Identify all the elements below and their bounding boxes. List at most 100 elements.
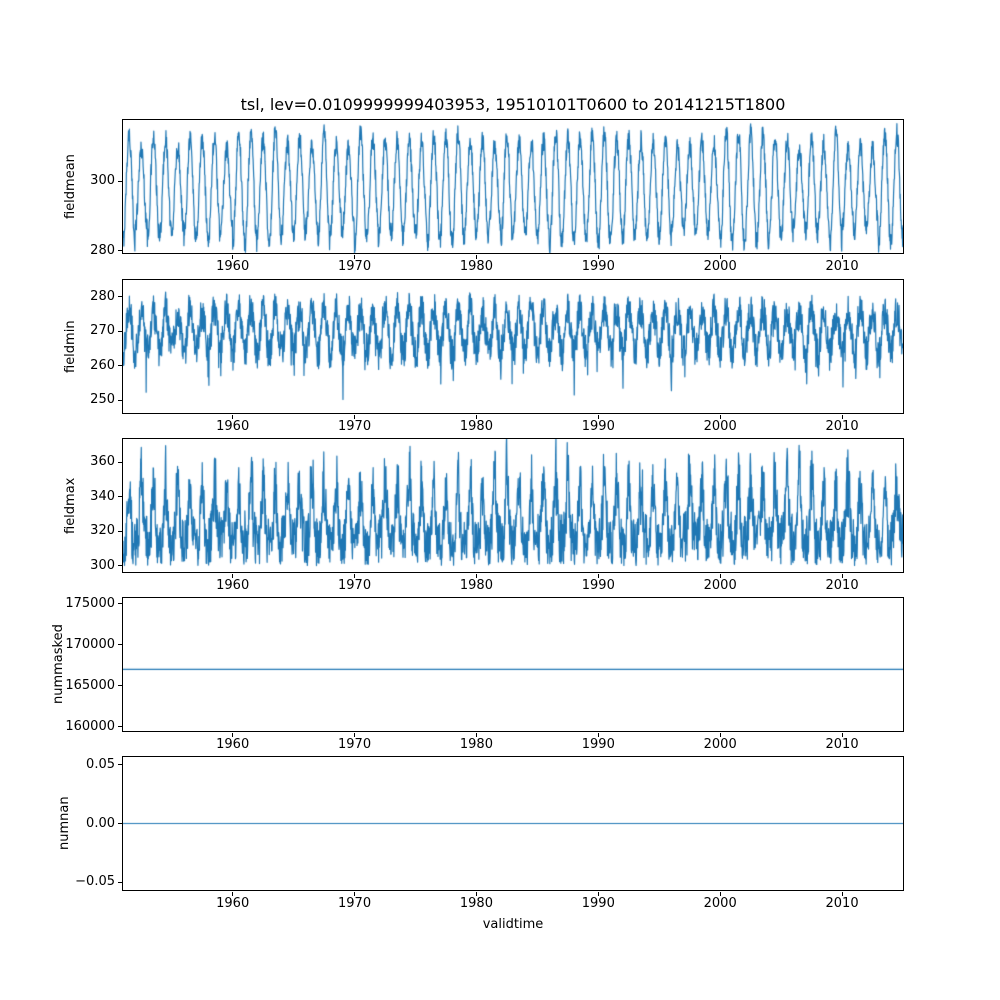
x-tick (354, 892, 356, 896)
y-tick-label: −0.05 (75, 874, 115, 890)
subplot-fieldmean: fieldmean 280 300 1960 1970 1980 1990 2000 2010 (63, 119, 904, 274)
x-tick-label: 1970 (338, 578, 372, 593)
x-tick-label: 1970 (338, 419, 372, 434)
x-tick (475, 733, 477, 737)
y-tick (118, 823, 122, 824)
y-tick-label: 360 (90, 454, 115, 470)
x-tick (597, 574, 599, 578)
y-tick-label: 280 (90, 288, 115, 304)
y-tick (118, 764, 122, 766)
ylabel-numnan: numnan (57, 796, 72, 851)
y-tick (118, 399, 122, 401)
x-tick (841, 415, 843, 419)
x-tick-label: 2000 (703, 578, 737, 593)
x-tick-label: 1960 (216, 896, 250, 911)
x-tick (354, 733, 356, 737)
x-tick-label: 2010 (825, 259, 859, 274)
y-tick-label: 160000 (65, 718, 115, 734)
x-tick (597, 415, 599, 419)
x-tick-label: 1990 (581, 419, 615, 434)
ylabel-fieldmin: fieldmin (63, 320, 78, 373)
x-tick-label: 2010 (825, 419, 859, 434)
x-tick (719, 415, 721, 419)
y-tick-label: 340 (90, 488, 115, 504)
x-tick (232, 415, 234, 419)
x-tick (841, 733, 843, 737)
x-tick (597, 255, 599, 259)
y-tick (118, 365, 122, 367)
x-tick-label: 1980 (459, 419, 493, 434)
x-tick (232, 733, 234, 737)
y-tick-label: 280 (90, 242, 115, 258)
x-tick (354, 415, 356, 419)
x-tick-label: 1990 (581, 737, 615, 752)
x-tick-label: 1990 (581, 259, 615, 274)
ylabel-nummasked: nummasked (51, 624, 66, 705)
x-tick (719, 255, 721, 259)
y-tick (118, 250, 122, 252)
x-tick (354, 574, 356, 578)
y-tick-label: 300 (90, 557, 115, 573)
y-tick (118, 330, 122, 332)
x-tick (719, 574, 721, 578)
x-tick-label: 1960 (216, 419, 250, 434)
x-tick-label: 1970 (338, 259, 372, 274)
x-tick-label: 2010 (825, 737, 859, 752)
plot-area-fieldmean (122, 119, 904, 254)
x-tick (232, 892, 234, 896)
y-tick (118, 726, 122, 728)
x-tick-label: 1960 (216, 737, 250, 752)
x-tick-label: 1990 (581, 896, 615, 911)
x-tick-label: 1980 (459, 578, 493, 593)
y-tick-label: 165000 (65, 677, 115, 693)
x-tick (232, 255, 234, 259)
subplot-nummasked: nummasked 160000 165000 170000 175000 1960 19… (51, 596, 904, 752)
subplot-numnan: numnan −0.05 0.00 0.05 1960 1970 1980 1990 2000… (57, 756, 904, 911)
x-tick (475, 255, 477, 259)
x-tick (354, 255, 356, 259)
y-tick (118, 644, 122, 646)
y-tick (118, 496, 122, 498)
x-tick (841, 574, 843, 578)
plot-area-nummasked (122, 597, 904, 732)
x-tick-label: 1970 (338, 737, 372, 752)
x-tick (719, 892, 721, 896)
y-tick (118, 461, 122, 463)
y-tick-label: 0.00 (86, 815, 115, 831)
x-tick-label: 1990 (581, 578, 615, 593)
x-tick-label: 2000 (703, 419, 737, 434)
y-tick (118, 296, 122, 298)
plot-area-numnan (122, 756, 904, 891)
x-tick-label: 2000 (703, 737, 737, 752)
x-tick (475, 574, 477, 578)
x-tick-label: 2010 (825, 896, 859, 911)
y-tick (118, 685, 122, 687)
x-tick (232, 574, 234, 578)
x-tick-label: 1980 (459, 259, 493, 274)
x-tick (475, 415, 477, 419)
plot-area-fieldmin (122, 279, 904, 414)
x-tick-label: 1970 (338, 896, 372, 911)
x-tick (597, 733, 599, 737)
subplot-fieldmin: fieldmin 250 260 270 280 1960 1970 1980 1990 200… (63, 279, 904, 434)
xlabel-validtime: validtime (482, 917, 544, 932)
plot-area-fieldmax (122, 438, 904, 573)
x-tick-label: 2000 (703, 259, 737, 274)
y-tick (118, 603, 122, 605)
y-tick-label: 320 (90, 523, 115, 539)
chart-title: tsl, lev=0.0109999999403953, 19510101T06… (240, 95, 786, 114)
x-tick (719, 733, 721, 737)
y-tick-label: 250 (90, 392, 115, 408)
y-tick (118, 881, 122, 883)
y-tick (118, 565, 122, 567)
x-tick (475, 892, 477, 896)
ylabel-fieldmean: fieldmean (63, 154, 78, 219)
subplot-fieldmax: fieldmax 300 320 340 360 1960 1970 1980 1990 200… (63, 438, 904, 593)
y-tick-label: 0.05 (86, 756, 115, 772)
x-tick-label: 1980 (459, 896, 493, 911)
y-tick (118, 530, 122, 532)
x-tick-label: 1960 (216, 578, 250, 593)
y-tick-label: 260 (90, 357, 115, 373)
x-tick-label: 2000 (703, 896, 737, 911)
y-tick-label: 270 (90, 323, 115, 339)
